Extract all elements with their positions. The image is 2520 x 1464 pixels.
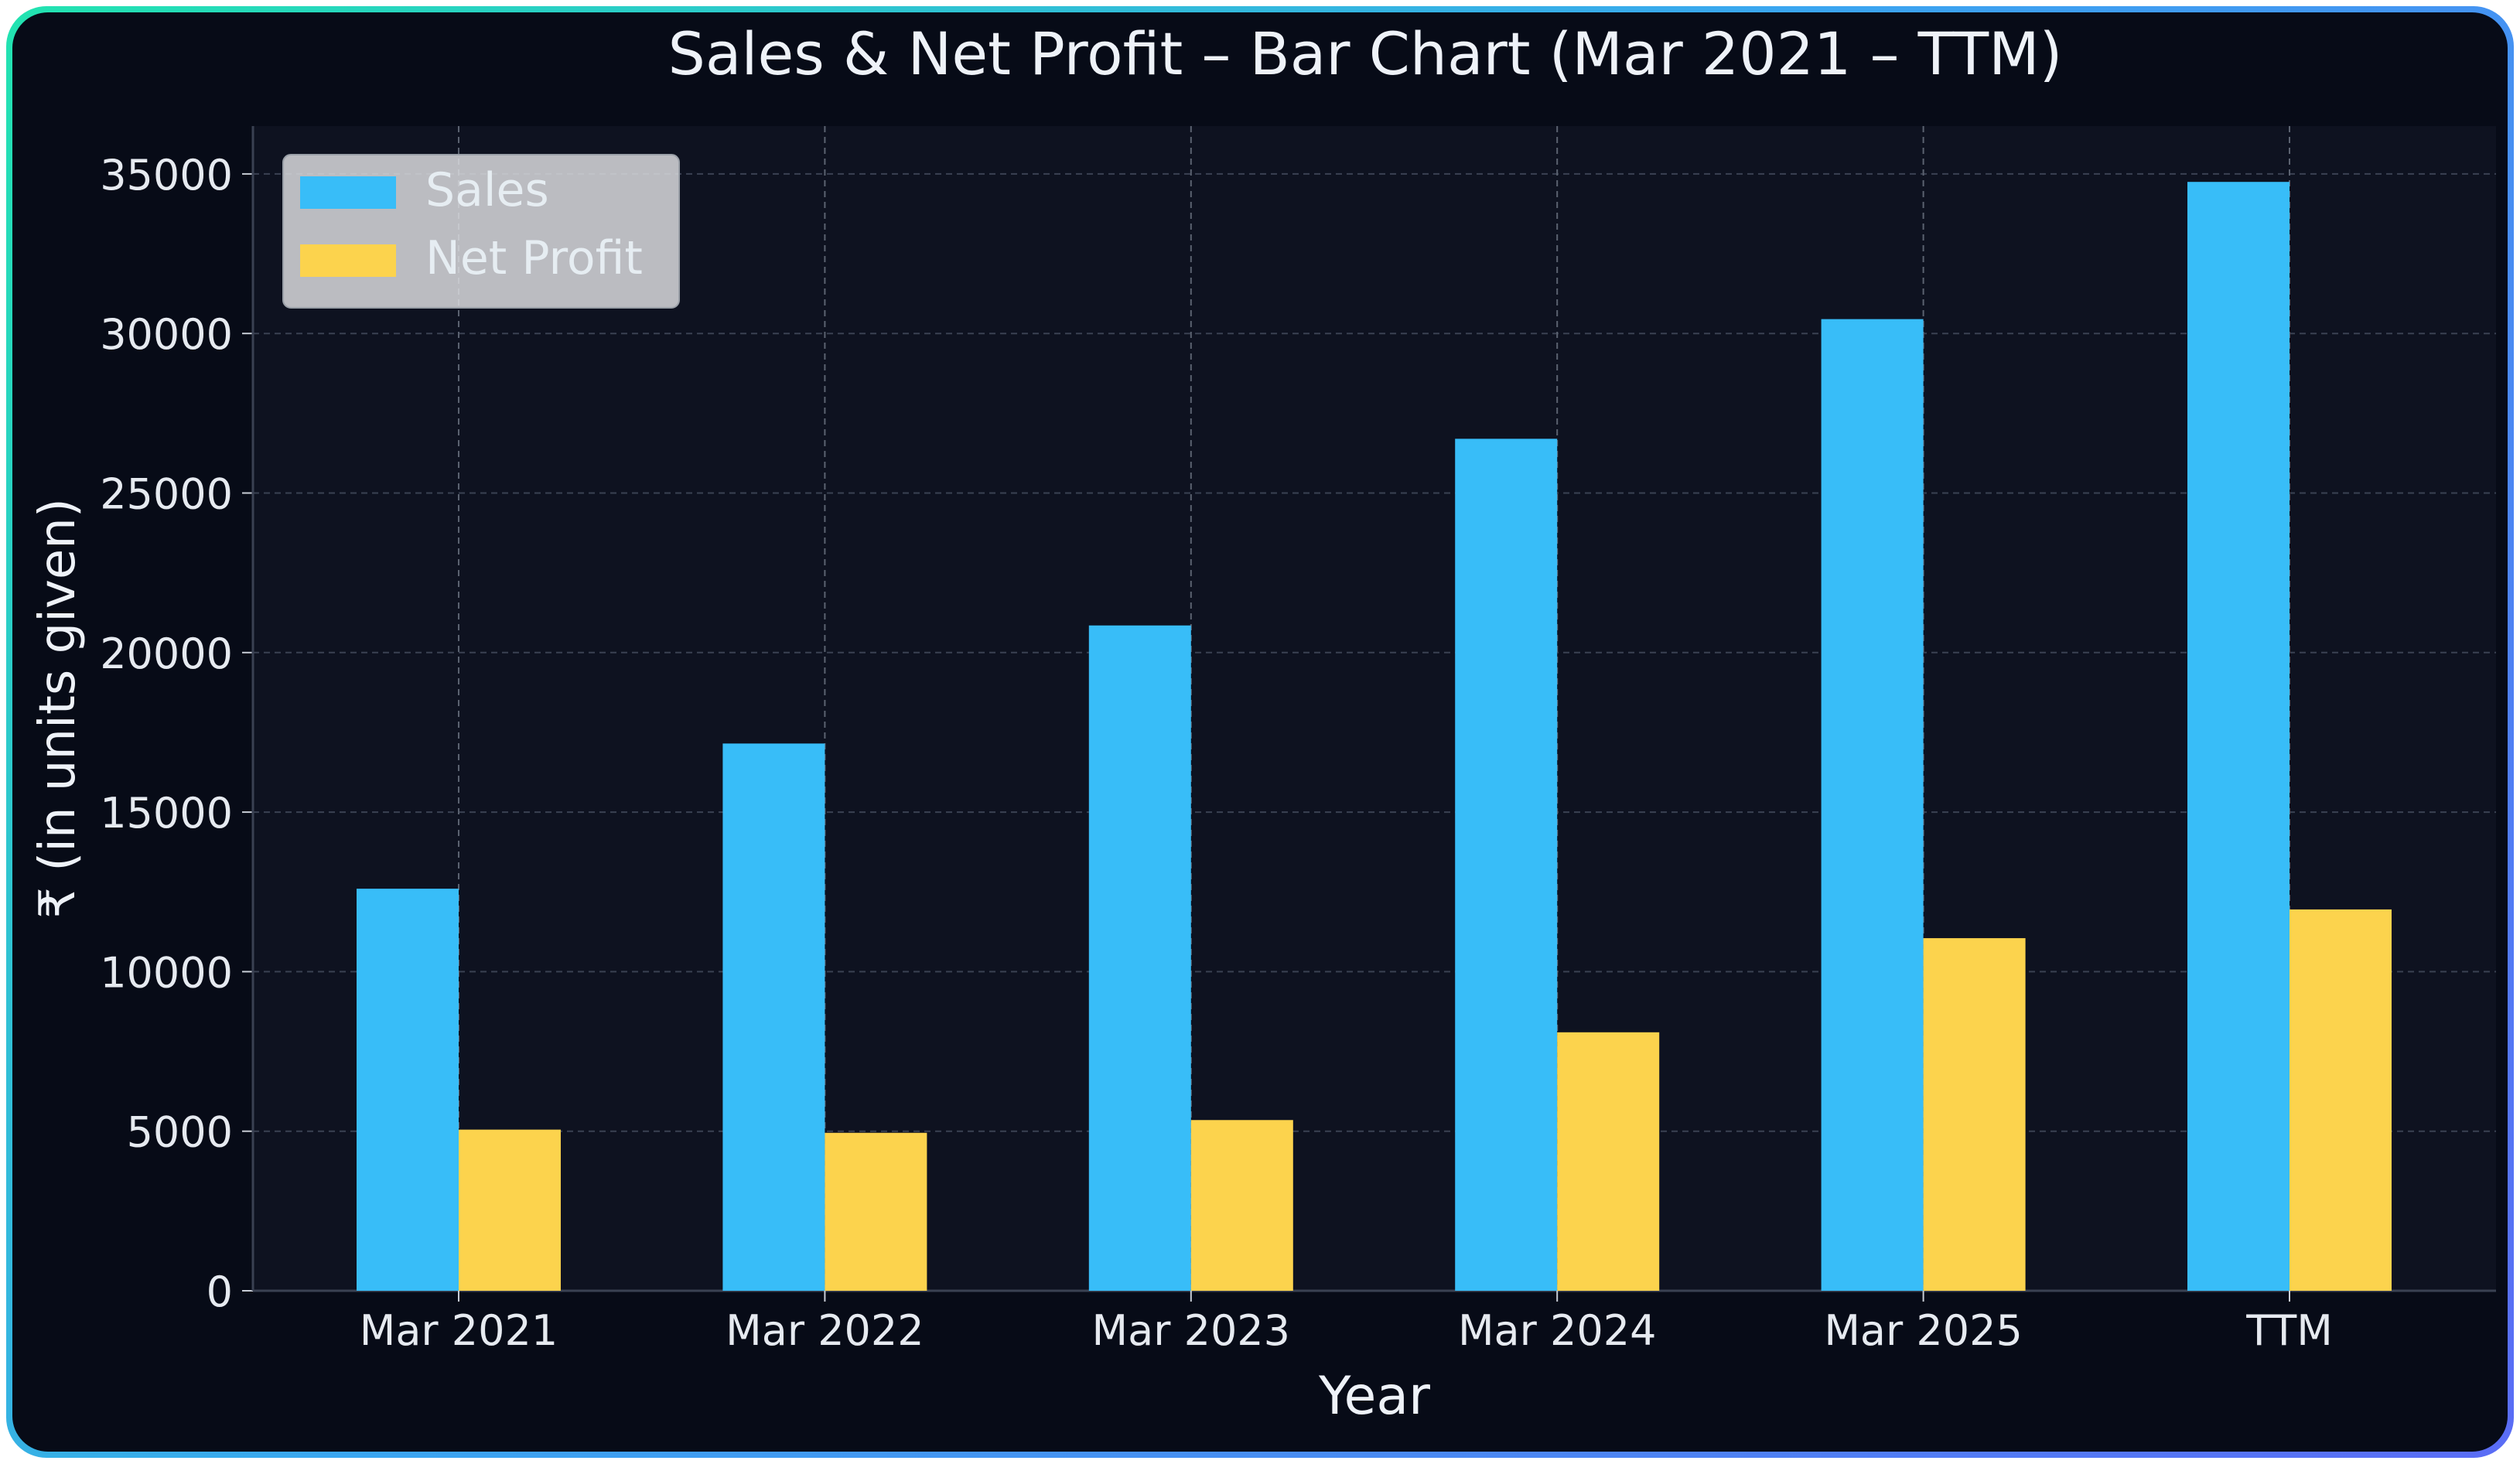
y-tick-label: 15000: [100, 789, 233, 838]
legend-label-sales: Sales: [425, 163, 549, 217]
chart-panel: Sales & Net Profit – Bar Chart (Mar 2021…: [12, 12, 2508, 1452]
x-tick-label: Mar 2021: [360, 1306, 558, 1355]
tick-labels: 0 5000 10000 15000 20000 25000 30000 35000 Mar 2…: [100, 151, 2333, 1355]
x-tick-label: TTM: [2245, 1306, 2333, 1355]
y-tick-label: 35000: [100, 151, 233, 200]
x-tick-label: Mar 2025: [1824, 1306, 2022, 1355]
y-tick-label: 0: [207, 1268, 233, 1316]
y-tick-label: 30000: [100, 310, 233, 359]
bar-net-profit: [825, 1132, 927, 1291]
legend-label-net-profit: Net Profit: [425, 231, 643, 285]
y-axis-label: ₹ (in units given): [29, 498, 87, 919]
x-axis-label: Year: [1318, 1366, 1430, 1427]
bar-sales: [1455, 439, 1558, 1291]
bars: [357, 182, 2392, 1292]
bar-net-profit: [1190, 1120, 1293, 1291]
legend-swatch-sales: [300, 176, 396, 209]
y-tick-label: 25000: [100, 469, 233, 518]
bar-net-profit: [459, 1129, 561, 1291]
x-tick-label: Mar 2024: [1458, 1306, 1656, 1355]
y-tick-label: 5000: [127, 1108, 233, 1157]
window-border: Sales & Net Profit – Bar Chart (Mar 2021…: [6, 6, 2514, 1458]
bar-sales: [722, 743, 825, 1291]
chart-title: Sales & Net Profit – Bar Chart (Mar 2021…: [668, 19, 2063, 88]
bar-sales: [1821, 319, 1924, 1292]
bar-net-profit: [1923, 938, 2026, 1291]
plot-area: [253, 126, 2496, 1291]
bar-net-profit: [1557, 1032, 1660, 1291]
y-tick-label: 10000: [100, 948, 233, 997]
bar-sales: [1088, 625, 1191, 1291]
x-tick-label: Mar 2023: [1092, 1306, 1290, 1355]
axes: [242, 126, 2496, 1302]
y-tick-label: 20000: [100, 630, 233, 678]
legend: Sales Net Profit: [282, 154, 680, 309]
bar-net-profit: [2290, 909, 2392, 1291]
legend-swatch-net-profit: [300, 244, 396, 277]
x-tick-label: Mar 2022: [726, 1306, 924, 1355]
bar-chart: Sales & Net Profit – Bar Chart (Mar 2021…: [29, 19, 2496, 1427]
bar-sales: [357, 889, 459, 1291]
bar-sales: [2187, 182, 2290, 1292]
